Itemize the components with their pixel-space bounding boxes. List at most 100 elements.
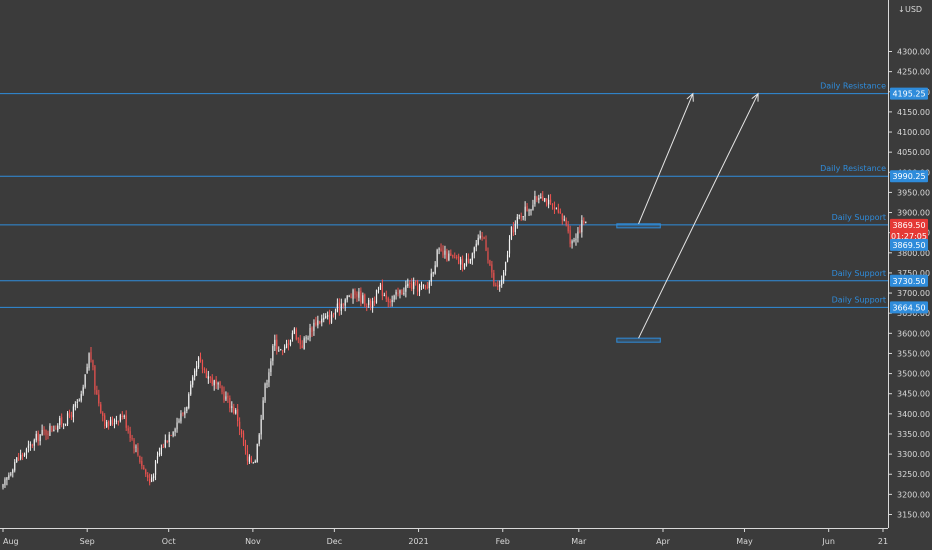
candle xyxy=(585,221,587,224)
candle xyxy=(82,384,84,396)
candle xyxy=(518,214,520,220)
candle xyxy=(227,392,229,403)
candle-body xyxy=(59,418,61,426)
y-tick-label: 3200.00 xyxy=(897,490,930,499)
candle-body xyxy=(82,387,84,394)
candle-body xyxy=(503,272,505,281)
candle xyxy=(387,296,389,308)
candle-body xyxy=(377,290,380,292)
candle-body xyxy=(454,257,456,259)
candle xyxy=(215,376,217,389)
candle-body xyxy=(190,384,192,395)
candle xyxy=(534,190,536,207)
candle-body xyxy=(225,396,227,400)
candle-body xyxy=(366,306,368,308)
candle xyxy=(180,410,182,424)
candle xyxy=(117,420,119,426)
candle xyxy=(72,404,74,423)
candle-body xyxy=(581,220,583,233)
level-price-badge xyxy=(890,87,928,100)
candle xyxy=(489,259,491,267)
candle-body xyxy=(90,352,92,360)
candle-body xyxy=(176,422,178,430)
candle-body xyxy=(559,211,561,214)
candle xyxy=(415,280,417,286)
y-tick-label: 3150.00 xyxy=(897,511,930,520)
candle xyxy=(98,389,100,407)
candle xyxy=(285,339,288,349)
candle-body xyxy=(395,291,397,295)
candle-body xyxy=(49,425,51,436)
candle xyxy=(131,434,133,441)
candle-body xyxy=(20,454,22,459)
candle-body xyxy=(25,448,28,455)
candle-body xyxy=(27,445,30,448)
candle-body xyxy=(577,231,579,239)
candle-body xyxy=(182,412,184,414)
y-tick-label: 3950.00 xyxy=(897,188,930,197)
candle-body xyxy=(31,444,33,447)
candle xyxy=(430,268,432,286)
candle xyxy=(160,444,162,457)
x-tick-label: Oct xyxy=(162,537,176,546)
candle-body xyxy=(583,220,585,223)
candle-body xyxy=(223,392,225,400)
candle xyxy=(47,430,49,440)
plot-area[interactable] xyxy=(0,0,888,528)
candle-body xyxy=(280,349,282,351)
level-price-badge-text: 3730.50 xyxy=(892,277,925,286)
candle xyxy=(149,473,151,486)
candle-body xyxy=(84,374,86,387)
candle xyxy=(407,278,409,288)
candle-body xyxy=(16,457,18,462)
candle-body xyxy=(434,265,436,274)
candle-body xyxy=(168,434,170,443)
y-tick-label: 3250.00 xyxy=(897,470,930,479)
candle xyxy=(485,235,487,252)
candle-body xyxy=(555,208,558,210)
candle-body xyxy=(285,343,288,348)
candle xyxy=(321,314,323,327)
candle-body xyxy=(219,381,221,386)
candle xyxy=(555,207,558,210)
candle xyxy=(31,443,33,449)
candle-body xyxy=(102,412,104,416)
candle xyxy=(152,473,155,482)
candle-body xyxy=(338,302,340,311)
candle-body xyxy=(237,409,239,422)
candle xyxy=(354,288,356,299)
candle-body xyxy=(188,394,190,409)
candle-body xyxy=(197,357,200,367)
level-label: Daily Resistance xyxy=(820,82,886,91)
candle xyxy=(260,414,262,440)
current-price-badge xyxy=(890,218,928,243)
candle xyxy=(156,451,159,464)
candle xyxy=(336,298,338,313)
candle xyxy=(266,379,268,389)
candle-body xyxy=(364,294,366,306)
candle xyxy=(383,292,385,297)
candle xyxy=(297,337,299,344)
candle xyxy=(274,334,276,352)
candle-body xyxy=(493,272,495,286)
candle-body xyxy=(295,329,297,340)
arrow-head xyxy=(686,92,694,102)
candle xyxy=(252,461,254,464)
candle xyxy=(379,282,382,290)
candle xyxy=(528,208,530,216)
candle-body xyxy=(192,377,194,385)
candle-body xyxy=(313,322,315,331)
candle xyxy=(450,249,452,257)
candle-body xyxy=(297,338,299,340)
level-price-badge-text: 3664.50 xyxy=(892,303,925,312)
scale-glyph[interactable]: ↓ xyxy=(898,5,905,14)
candle-body xyxy=(442,250,444,256)
y-tick-label: 3350.00 xyxy=(897,430,930,439)
candle xyxy=(405,280,407,298)
candle-body xyxy=(299,338,301,345)
candle-body xyxy=(33,439,35,446)
candle-body xyxy=(407,283,409,287)
candle-body xyxy=(141,461,143,467)
candle-body xyxy=(549,199,552,203)
